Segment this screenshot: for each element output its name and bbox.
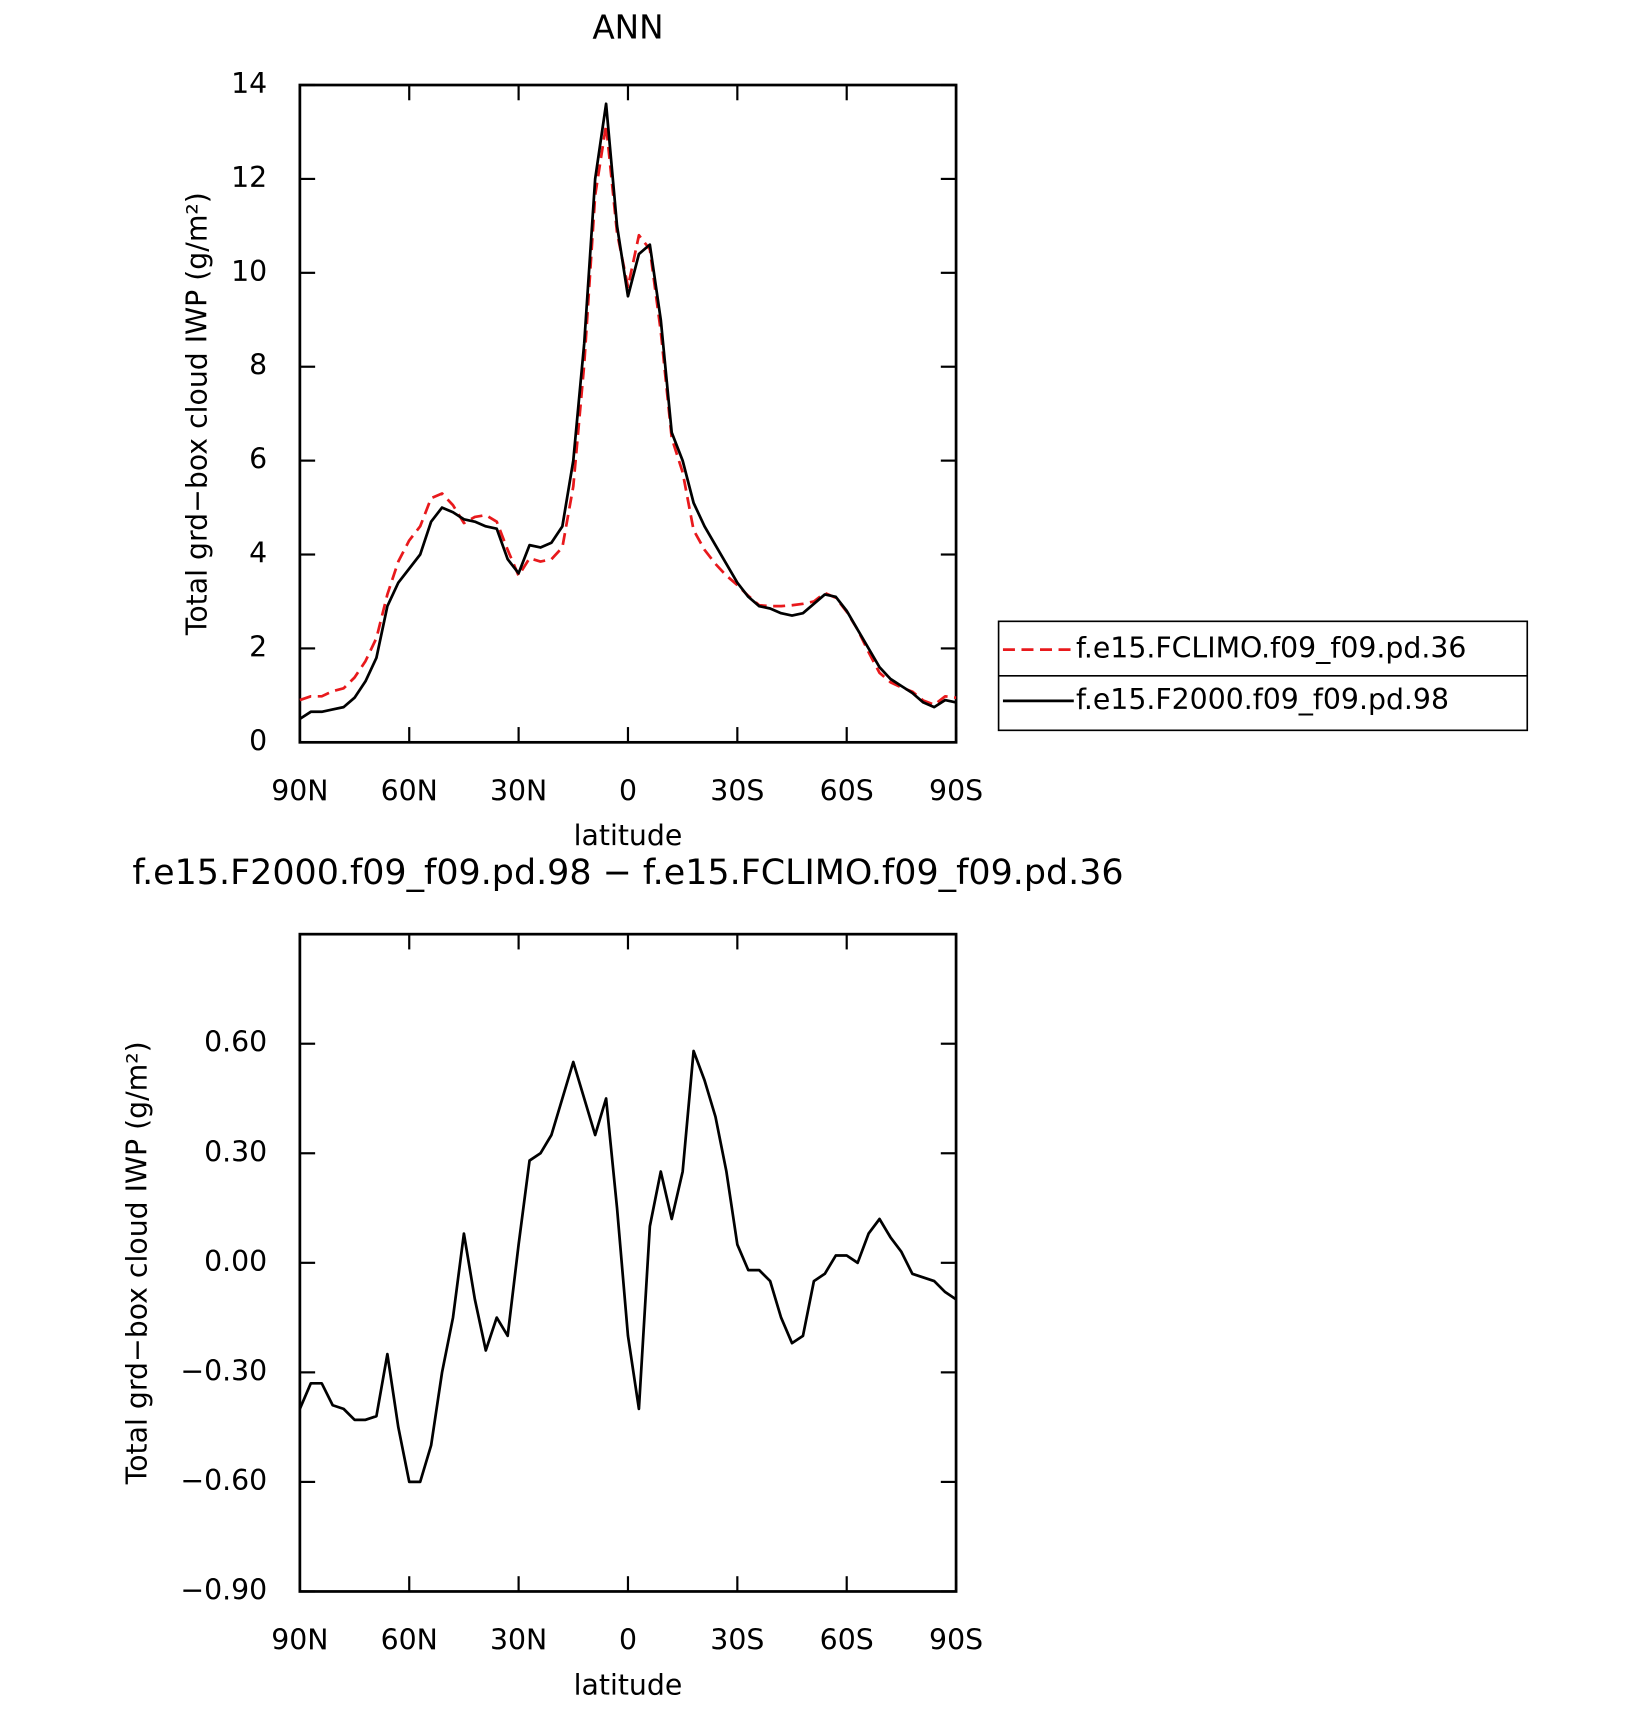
x-axis-label: latitude (574, 1668, 683, 1701)
y-tick-label: 2 (249, 630, 267, 663)
y-axis-label: Total grd−box cloud IWP (g/m²) (180, 192, 213, 636)
x-tick-label: 30S (710, 774, 764, 807)
y-axis-label: Total grd−box cloud IWP (g/m²) (121, 1041, 154, 1485)
legend: f.e15.FCLIMO.f09_f09.pd.36 f.e15.F2000.f0… (997, 620, 1529, 732)
x-tick-label: 90S (929, 1624, 983, 1657)
y-tick-label: 0.00 (204, 1245, 267, 1278)
y-tick-label: 14 (231, 67, 267, 100)
chart-title: ANN (592, 8, 663, 46)
y-tick-label: 6 (249, 443, 267, 476)
plot-frame (298, 83, 958, 744)
x-tick-label: 0 (619, 1624, 637, 1657)
x-tick-label: 30S (710, 1624, 764, 1657)
y-tick-label: −0.30 (180, 1354, 267, 1387)
x-tick-label: 90N (271, 774, 328, 807)
y-tick-label: −0.90 (180, 1573, 267, 1606)
x-tick-label: 30N (490, 774, 547, 807)
x-tick-label: 90N (271, 1624, 328, 1657)
y-tick-label: 10 (231, 255, 267, 288)
y-tick-label: 0.60 (204, 1026, 267, 1059)
data-line (299, 123, 957, 707)
data-line (299, 102, 957, 720)
y-tick-label: 4 (249, 537, 267, 570)
chart-title: f.e15.F2000.f09_f09.pd.98 − f.e15.FCLIMO… (132, 853, 1123, 893)
x-tick-label: 60N (381, 1624, 438, 1657)
x-tick-label: 90S (929, 774, 983, 807)
x-tick-label: 0 (619, 774, 637, 807)
x-tick-label: 60N (381, 774, 438, 807)
x-tick-label: 30N (490, 1624, 547, 1657)
y-tick-label: 8 (249, 349, 267, 382)
y-tick-label: 0 (249, 724, 267, 757)
y-tick-label: 0.30 (204, 1135, 267, 1168)
data-line (298, 1049, 957, 1484)
legend-label: f.e15.FCLIMO.f09_f09.pd.36 (1076, 632, 1466, 665)
x-axis-label: latitude (574, 819, 683, 852)
y-tick-label: 12 (231, 161, 267, 194)
x-tick-label: 60S (820, 1624, 874, 1657)
y-tick-label: −0.60 (180, 1464, 267, 1497)
legend-label: f.e15.F2000.f09_f09.pd.98 (1076, 683, 1449, 716)
x-tick-label: 60S (820, 774, 874, 807)
